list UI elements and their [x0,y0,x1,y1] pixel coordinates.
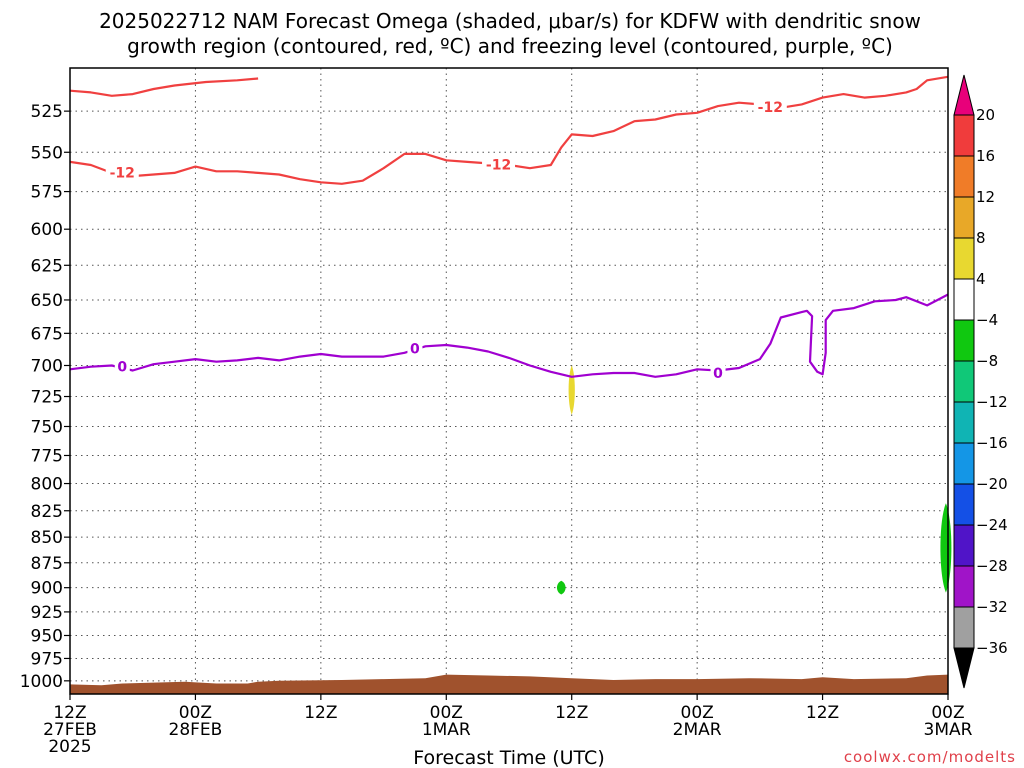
y-tick-label: 775 [31,446,63,466]
y-tick-label: 1000 [20,672,63,692]
freezing-level-contour [70,293,948,378]
colorbar-segment [953,524,975,567]
colorbar-label: −8 [976,352,998,370]
colorbar: 20 16 12 8 4 −4 −8 −12 −16 −20 −24 −28 −32 −36 [953,74,1008,689]
y-tick-label: 575 [31,183,63,203]
chart-title-line-1: 2025022712 NAM Forecast Omega (shaded, μ… [99,9,921,33]
colorbar-cap-top [953,74,975,116]
x-tick-label: 2MAR [673,720,722,740]
colorbar-segment [953,196,975,239]
y-tick-label: 875 [31,554,63,574]
colorbar-segment [953,237,975,280]
contour-label-bg [710,363,726,380]
x-tick-label: 28FEB [169,720,223,740]
chart-title-line-2: growth region (contoured, red, ºC) and f… [127,34,893,58]
contour-label: -12 [758,100,783,116]
y-tick-label: 975 [31,649,63,669]
terrain-fill [70,674,948,694]
y-tick-label: 950 [31,626,63,646]
dendritic-contour [70,77,259,97]
x-tick-label: 00Z [179,703,212,723]
colorbar-segment [953,319,975,362]
contour-label-bg [407,339,423,356]
contour-label: 0 [713,366,723,382]
colorbar-label: 16 [976,147,995,165]
omega-shaded-region [556,580,566,595]
contour-label: -12 [486,157,511,173]
colorbar-label: −28 [976,557,1008,575]
colorbar-label: 4 [976,270,986,288]
y-tick-label: 600 [31,220,63,240]
y-tick-label: 675 [31,324,63,344]
colorbar-label: −12 [976,393,1008,411]
y-tick-label: 525 [31,102,63,122]
dendritic-contour [70,75,948,185]
grid-lines [70,68,948,694]
omega-shaded-region [568,365,575,415]
colorbar-label: −24 [976,516,1008,534]
y-tick-label: 550 [31,143,63,163]
plot-frame [69,67,949,695]
contour-label-bg [105,163,139,180]
contour-label-bg [482,155,516,172]
credit-text: coolwx.com/modelts [844,748,1016,766]
colorbar-label: −16 [976,434,1008,452]
colorbar-label: 8 [976,229,986,247]
contour-label: -12 [110,165,135,181]
y-tick-label: 625 [31,256,63,276]
y-tick-label: 800 [31,475,63,495]
y-tick-label: 725 [31,388,63,408]
colorbar-segment [953,442,975,485]
x-tick-label: 00Z [681,703,714,723]
colorbar-label: −20 [976,475,1008,493]
y-tick-label: 650 [31,291,63,311]
x-tick-label: 00Z [931,703,964,723]
colorbar-segment [953,483,975,526]
y-tick-label: 825 [31,502,63,522]
x-tick-label: 12Z [304,703,337,723]
colorbar-segment [953,278,975,321]
colorbar-label: 12 [976,188,995,206]
colorbar-cap-bottom [953,647,975,689]
omega-shading [556,365,952,595]
contour-labels: -12 -12 -12 0 0 0 [105,98,787,382]
contour-label: 0 [410,342,420,358]
terrain-area [70,674,948,694]
colorbar-segment [953,155,975,198]
x-tick-label: 12Z [53,703,86,723]
x-tick-label: 12Z [555,703,588,723]
y-axis-ticks: 525 550 575 600 625 650 675 700 725 750 775 800 825 8… [20,102,70,692]
y-tick-label: 925 [31,603,63,623]
colorbar-segment [953,114,975,157]
colorbar-label: −36 [976,639,1008,657]
x-tick-label: 1MAR [422,720,471,740]
x-axis-title: Forecast Time (UTC) [413,747,604,768]
y-tick-label: 700 [31,356,63,376]
x-tick-label: 27FEB [43,720,97,740]
colorbar-segment [953,360,975,403]
y-tick-label: 900 [31,579,63,599]
contour-label: 0 [117,359,127,375]
contour-label-bg [753,98,787,115]
colorbar-segment [953,565,975,608]
x-tick-label: 2025 [48,737,91,757]
omega-shaded-region [940,503,952,593]
x-tick-label: 3MAR [924,720,973,740]
colorbar-segment [953,606,975,649]
colorbar-segment [953,401,975,444]
contour-label-bg [114,357,130,374]
colorbar-label: 20 [976,106,995,124]
temperature-contours [70,75,948,378]
colorbar-label: −4 [976,311,998,329]
colorbar-label: −32 [976,598,1008,616]
x-tick-label: 12Z [806,703,839,723]
x-tick-label: 00Z [430,703,463,723]
y-tick-label: 850 [31,528,63,548]
y-tick-label: 750 [31,417,63,437]
